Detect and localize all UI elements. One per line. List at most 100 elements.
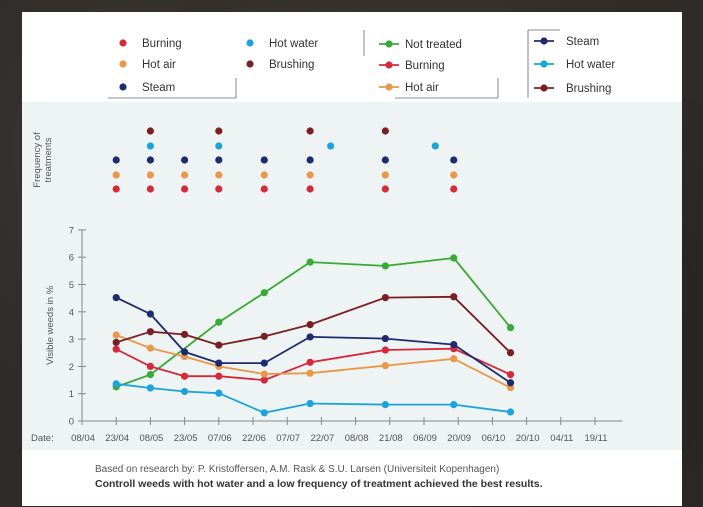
frequency-dot-burning [146,185,154,193]
legend-dot-brushing [246,60,254,68]
data-point-steam [260,359,268,367]
frequency-dot-brushing [381,127,389,135]
plot-background [22,102,682,450]
data-point-hot-water [506,408,515,416]
data-point-hot-air [306,369,314,377]
x-tick-label: 20/10 [516,433,540,444]
data-point-burning [215,372,223,380]
y-tick-label: 7 [69,225,74,236]
x-tick-label: 08/05 [140,433,164,444]
x-tick-label: 04/11 [550,433,573,444]
legend-line-dot-hot-water [540,60,548,68]
frequency-dot-burning [450,185,458,193]
data-point-not-treated [306,258,314,266]
series-line-not-treated [115,257,512,388]
legend-line-dot-brushing [540,84,548,92]
x-tick-label: 23/04 [105,433,129,444]
legend-line-label-brushing: Brushing [566,83,611,95]
frequency-dot-steam [146,156,154,164]
frequency-dot-burning [215,185,223,193]
frequency-dot-steam [381,156,389,164]
y-tick-label: 3 [69,335,74,346]
x-tick-label: 22/07 [311,433,335,444]
data-point-hot-air [450,355,458,363]
data-point-not-treated [506,324,515,332]
frequency-dot-burning [260,185,268,193]
frequency-dot-hot-air [381,171,389,179]
x-tick-label: 23/05 [174,433,198,444]
data-point-burning [181,372,189,380]
data-point-brushing [306,321,314,329]
date-prefix-label: Date: [31,433,54,444]
data-point-hot-air [112,331,120,339]
legend-label-steam: Steam [142,82,175,94]
frequency-dot-hot-water [431,142,439,150]
legend-line-dot-burning [385,61,393,69]
data-point-burning [260,376,268,384]
data-point-burning [146,362,154,370]
legend-label-burning: Burning [142,38,182,50]
data-point-hot-water [260,409,268,417]
frequency-label: Frequency of [32,132,43,188]
frequency-dot-steam [306,156,314,164]
data-point-brushing [146,328,154,336]
legend-line-label-steam: Steam [566,36,599,48]
frequency-dot-hot-water [146,142,154,150]
frequency-dot-hot-air [450,171,458,179]
data-point-steam [112,294,120,302]
frequency-dot-hot-air [181,171,189,179]
x-tick-label: 20/09 [447,433,471,444]
data-point-brushing [181,330,189,339]
y-tick-label: 0 [69,417,74,428]
data-point-hot-water [146,384,154,392]
frequency-dot-steam [112,156,120,164]
frequency-label: treatments [43,137,54,182]
x-tick-label: 19/11 [584,433,607,444]
data-point-brushing [506,349,515,357]
data-point-not-treated [381,262,389,270]
x-tick-label: 22/06 [242,433,266,444]
frequency-dot-brushing [215,127,223,135]
frequency-dot-hot-air [112,171,120,179]
legend-line-label-hot-water: Hot water [566,59,615,71]
data-point-brushing [215,341,223,349]
data-point-hot-water [306,399,314,408]
data-point-brushing [260,332,268,340]
frequency-dot-hot-air [215,171,223,179]
data-point-burning [112,345,120,353]
conclusion-note: Controll weeds with hot water and a low … [95,478,543,490]
x-tick-label: 08/08 [345,433,369,444]
chart-footer: Based on research by: P. Kristoffersen, … [95,464,695,490]
y-tick-label: 1 [69,389,74,400]
legend-line-dot-steam [540,37,548,45]
data-point-not-treated [450,254,458,262]
frequency-dot-burning [181,185,189,193]
y-tick-label: 6 [69,253,74,264]
data-point-steam [306,333,314,341]
frequency-dot-brushing [146,127,154,135]
legend-dot-hot-water [246,39,254,47]
legend-line-dot-not-treated [385,40,393,48]
y-tick-label: 4 [69,307,74,318]
data-point-burning [506,370,515,379]
legend-dot-steam [119,83,127,91]
frequency-dot-burning [112,185,120,193]
frequency-dot-hot-air [260,171,268,179]
data-point-hot-water [450,401,458,409]
data-point-steam [215,359,223,367]
frequency-dot-brushing [306,127,314,135]
frequency-dot-steam [181,156,189,164]
y-axis-label: Visible weeds in % [45,285,56,365]
frequency-dot-hot-water [327,142,335,150]
frequency-dot-hot-air [146,171,154,179]
y-tick-label: 5 [69,280,74,291]
frequency-dot-hot-air [306,171,314,179]
data-point-hot-air [260,370,268,378]
data-point-steam [146,310,154,318]
legend-label-hot-water: Hot water [269,38,318,50]
x-tick-label: 07/06 [208,433,232,444]
data-point-not-treated [215,318,223,326]
y-tick-label: 2 [69,362,74,373]
data-point-hot-air [381,361,389,370]
